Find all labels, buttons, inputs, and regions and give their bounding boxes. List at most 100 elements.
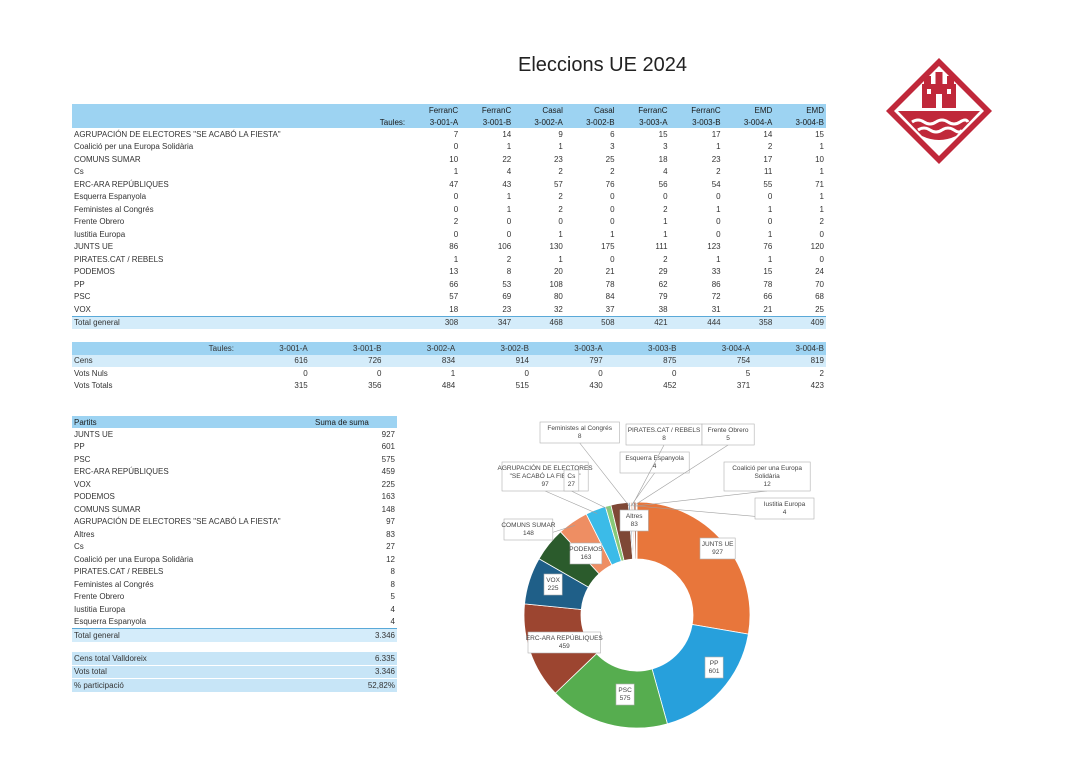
data-label: 12	[763, 481, 771, 488]
vote-cell: 0	[558, 217, 563, 227]
vote-cell: 25	[815, 304, 824, 314]
party-cell: VOX	[74, 479, 91, 489]
vote-cell: 0	[767, 217, 773, 227]
vote-cell: 15	[763, 267, 773, 277]
table-row: Cens total Valldoreix 6.335	[72, 652, 397, 666]
sum-cell: 8	[390, 567, 395, 577]
vote-cell: 108	[549, 279, 563, 289]
table-row: Vots Nuls 0 0 1 0 0 0 5 2	[72, 367, 826, 380]
table-header-bottom: Taules: 3-001-A 3-001-B 3-002-A 3-002-B …	[72, 116, 826, 128]
party-cell: ERC-ARA REPÚBLIQUES	[74, 179, 169, 189]
data-label: PODEMOS	[569, 546, 603, 553]
data-label: Esquerra Espanyola	[625, 455, 684, 462]
party-cell: Feministes al Congrés	[74, 204, 154, 214]
total-cell: 468	[549, 318, 563, 328]
vote-cell: 2	[819, 217, 824, 227]
vote-cell: 1	[663, 229, 668, 239]
column-header: 3-001-A	[429, 117, 459, 127]
table-row: COMUNS SUMAR 148	[72, 503, 397, 516]
vote-cell: 86	[711, 279, 721, 289]
data-label: PSC	[618, 687, 632, 694]
value-cell: 2	[819, 368, 824, 378]
vote-cell: 1	[819, 142, 824, 152]
vote-cell: 23	[502, 304, 512, 314]
data-label: "SE ACABÓ LA FIESTA"	[510, 471, 582, 480]
value-cell: 875	[663, 356, 677, 366]
vote-cell: 10	[815, 154, 824, 164]
vote-cell: 1	[453, 167, 459, 177]
data-label-box	[723, 461, 811, 492]
votes-by-station-table: FerranC FerranC Casal Casal FerranC Ferr…	[72, 104, 826, 329]
census-table: Taules: 3-001-A 3-001-B 3-002-A 3-002-B …	[72, 342, 826, 392]
vote-cell: 47	[449, 179, 459, 189]
vote-cell: 23	[711, 154, 721, 164]
table-row: PSC 57 69 80 84 79 72 66 68	[72, 291, 826, 304]
party-cell: Cs	[74, 542, 84, 552]
table-row: PODEMOS 163	[72, 491, 397, 504]
vote-cell: 0	[716, 229, 721, 239]
table-row: Feministes al Congrés 0 1 2 0 2 1 1 1	[72, 203, 826, 216]
party-cell: PIRATES.CAT / REBELS	[74, 254, 164, 264]
total-cell: 308	[444, 318, 459, 328]
data-label: JUNTS UE	[702, 541, 734, 548]
vote-cell: 0	[610, 254, 615, 264]
vote-cell: 0	[767, 192, 773, 202]
party-cell: VOX	[74, 304, 91, 314]
vote-cell: 0	[663, 192, 668, 202]
table-body: JUNTS UE 927 PP 601 PSC 575 ERC-ARA REPÚBLIQUE…	[72, 428, 397, 629]
sum-cell: 97	[386, 517, 395, 527]
value-cell: 834	[441, 356, 456, 366]
table-header: Partits Suma de suma	[72, 416, 397, 428]
sum-cell: 575	[381, 454, 395, 464]
party-cell: PP	[74, 279, 85, 289]
vote-cell: 1	[767, 254, 773, 264]
vote-cell: 68	[815, 292, 824, 302]
value-cell: 484	[441, 381, 456, 391]
row-label: Cens	[74, 356, 93, 366]
vote-cell: 0	[819, 229, 824, 239]
vote-cell: 57	[449, 292, 459, 302]
data-label-box	[699, 537, 736, 560]
party-cell: PP	[74, 442, 85, 452]
vote-cell: 0	[506, 217, 512, 227]
sum-cell: 163	[381, 492, 395, 502]
party-cell: Frente Obrero	[74, 592, 125, 602]
column-header: 3-002-A	[534, 117, 563, 127]
data-label: AGRUPACIÓN DE ELECTORES	[498, 463, 594, 472]
value-cell: 356	[368, 381, 382, 391]
party-cell: COMUNS SUMAR	[74, 154, 141, 164]
party-cell: AGRUPACIÓN DE ELECTORES "SE ACABÓ LA FIE…	[74, 129, 281, 139]
vote-cell: 0	[506, 229, 512, 239]
data-label: Feministes al Congrés	[547, 425, 612, 432]
value-cell: 0	[524, 368, 529, 378]
column-header-party: Partits	[74, 417, 97, 427]
donut-slice	[636, 501, 751, 635]
party-cell: COMUNS SUMAR	[74, 504, 141, 514]
column-header: 3-003-B	[648, 343, 677, 353]
value-cell: 430	[589, 381, 603, 391]
table-row: ERC-ARA REPÚBLIQUES 47 43 57 76 56 54 55 71	[72, 178, 826, 191]
data-label-box	[701, 423, 755, 446]
column-header: Casal	[594, 105, 615, 115]
table-body: Cens 616 726 834 914 797 875 754 819 Vots Nuls 0 0 1…	[72, 354, 826, 393]
sum-cell: 12	[386, 554, 395, 564]
value-cell: 616	[294, 356, 308, 366]
sum-cell: 927	[381, 429, 395, 439]
data-label: 5	[726, 435, 730, 442]
vote-cell: 29	[658, 267, 668, 277]
vote-cell: 72	[711, 292, 721, 302]
column-header: 3-002-A	[426, 343, 456, 353]
party-cell: PIRATES.CAT / REBELS	[74, 567, 164, 577]
vote-cell: 1	[819, 204, 824, 214]
participation-table: Cens total Valldoreix 6.335 Vots total 3.34…	[72, 652, 397, 693]
data-label-box	[619, 509, 649, 532]
vote-cell: 71	[815, 179, 824, 189]
vote-cell: 0	[453, 192, 459, 202]
party-cell: AGRUPACIÓN DE ELECTORES "SE ACABÓ LA FIE…	[74, 517, 281, 527]
page-title: Eleccions UE 2024	[518, 54, 687, 76]
table-row: PIRATES.CAT / REBELS 8	[72, 566, 397, 579]
vote-cell: 1	[558, 142, 563, 152]
column-header: EMD	[806, 105, 824, 115]
party-cell: PSC	[74, 454, 91, 464]
vote-cell: 175	[601, 242, 615, 252]
